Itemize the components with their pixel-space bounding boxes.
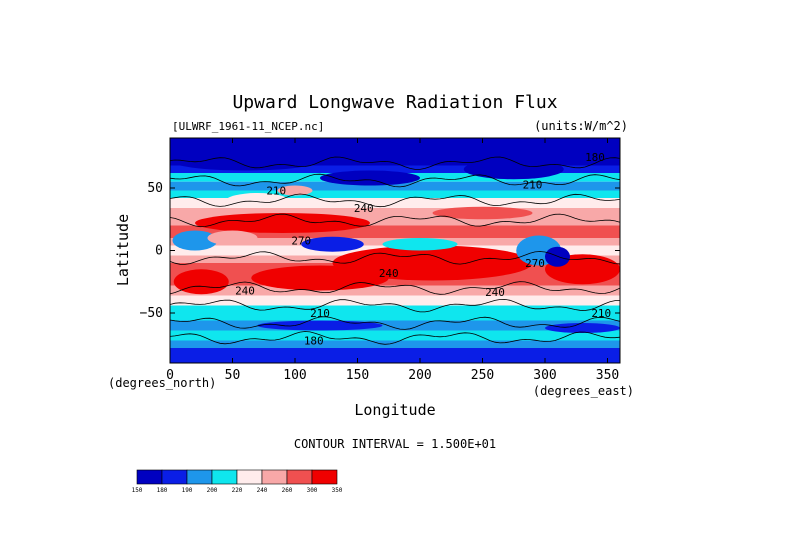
colorbar-label: 190 bbox=[182, 487, 193, 494]
y-tick-label: −50 bbox=[140, 306, 163, 321]
contour-line bbox=[170, 281, 620, 295]
colorbar-label: 180 bbox=[157, 487, 168, 494]
colorbar-swatch bbox=[286, 469, 313, 485]
x-tick-label: 250 bbox=[471, 368, 494, 383]
colorbar-label: 200 bbox=[207, 487, 218, 494]
heatmap-cell bbox=[320, 170, 420, 186]
contour-line bbox=[170, 213, 620, 228]
colorbar: 150 180 190 200 220 240 260 300 350 bbox=[132, 469, 343, 494]
heatmap-cell bbox=[432, 206, 533, 220]
heatmap-band bbox=[170, 190, 620, 198]
colorbar-label: 220 bbox=[232, 487, 243, 494]
heatmap-band bbox=[170, 295, 620, 306]
contour-line bbox=[170, 156, 620, 170]
contour-label: 180 bbox=[585, 151, 605, 164]
heatmap-plot bbox=[170, 138, 620, 363]
x-tick-label: 300 bbox=[533, 368, 556, 383]
contour-label: 240 bbox=[354, 202, 374, 215]
heatmap-cell bbox=[251, 265, 389, 291]
heatmap-cell bbox=[173, 269, 229, 295]
heatmap-band bbox=[170, 285, 620, 296]
contour-label: 240 bbox=[485, 286, 505, 299]
contour-line bbox=[170, 173, 620, 188]
colorbar-swatch bbox=[211, 469, 238, 485]
contour-line bbox=[170, 331, 620, 345]
heatmap-band bbox=[170, 305, 620, 321]
x-unit-label: (degrees_east) bbox=[533, 384, 634, 398]
contour-line bbox=[170, 193, 620, 208]
colorbar-swatch bbox=[311, 469, 338, 485]
x-axis: 0 50 100 150 200 250 300 350 bbox=[166, 138, 619, 383]
heatmap-cell bbox=[382, 238, 458, 251]
colorbar-swatch bbox=[261, 469, 288, 485]
colorbar-label: 240 bbox=[257, 487, 268, 494]
colorbar-label: 150 bbox=[132, 487, 143, 494]
x-tick-label: 100 bbox=[283, 368, 306, 383]
heatmap-cell bbox=[545, 323, 620, 333]
heatmap-cell bbox=[226, 193, 289, 208]
heatmap-cell bbox=[332, 245, 533, 281]
colorbar-swatch bbox=[161, 469, 188, 485]
contour-label: 240 bbox=[379, 267, 399, 280]
heatmap-cell bbox=[545, 246, 570, 267]
contour-line bbox=[170, 298, 620, 313]
heatmap-band bbox=[170, 181, 620, 191]
contour-label: 180 bbox=[304, 335, 324, 348]
x-tick-label: 0 bbox=[166, 368, 174, 383]
contour-label: 210 bbox=[591, 307, 611, 320]
heatmap-cell bbox=[195, 213, 370, 233]
heatmap-band bbox=[170, 165, 620, 173]
y-tick-label: 0 bbox=[155, 244, 163, 259]
contour-labels: 240 240 240 210 210 180 210 240 210 180 270 270 bbox=[235, 151, 611, 348]
colorbar-label: 300 bbox=[307, 487, 318, 494]
heatmap-cell bbox=[170, 150, 320, 171]
colorbar-swatch bbox=[186, 469, 213, 485]
y-axis-label: Latitude bbox=[114, 214, 132, 286]
heatmap-cell bbox=[172, 230, 218, 251]
x-tick-label: 150 bbox=[346, 368, 369, 383]
contour-interval: CONTOUR INTERVAL = 1.500E+01 bbox=[294, 437, 496, 451]
contour-line bbox=[170, 316, 620, 330]
x-tick-label: 50 bbox=[225, 368, 241, 383]
contour-line bbox=[170, 251, 620, 265]
heatmap-cell bbox=[301, 236, 364, 252]
source-label: [ULWRF_1961-11_NCEP.nc] bbox=[172, 120, 324, 133]
y-tick-label: 50 bbox=[147, 181, 163, 196]
y-axis: −50 0 50 bbox=[140, 181, 620, 321]
colorbar-label: 260 bbox=[282, 487, 293, 494]
colorbar-swatch bbox=[236, 469, 263, 485]
contour-label: 210 bbox=[266, 185, 286, 198]
units-label: (units:W/m^2) bbox=[534, 119, 628, 133]
heatmap-cell bbox=[463, 159, 564, 180]
contour-label: 210 bbox=[310, 307, 330, 320]
heatmap-band bbox=[170, 348, 620, 363]
x-tick-label: 350 bbox=[596, 368, 619, 383]
x-tick-label: 200 bbox=[408, 368, 431, 383]
contour-label: 270 bbox=[291, 235, 311, 248]
heatmap-cell bbox=[257, 320, 383, 331]
x-axis-label: Longitude bbox=[354, 401, 435, 419]
contour-label: 240 bbox=[235, 285, 255, 298]
y-unit-label: (degrees_north) bbox=[108, 376, 216, 390]
chart-title: Upward Longwave Radiation Flux bbox=[232, 92, 557, 113]
colorbar-swatch bbox=[136, 469, 163, 485]
heatmap-band bbox=[170, 340, 620, 348]
contour-label: 210 bbox=[523, 178, 543, 191]
heatmap-band bbox=[170, 320, 620, 331]
contour-label: 270 bbox=[525, 257, 545, 270]
heatmap-cell bbox=[277, 185, 313, 196]
heatmap-cell bbox=[207, 230, 258, 246]
colorbar-label: 350 bbox=[332, 487, 343, 494]
heatmap-band bbox=[170, 330, 620, 341]
